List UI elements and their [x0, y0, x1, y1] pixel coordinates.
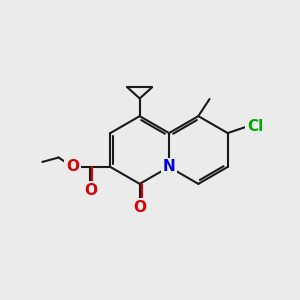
- Text: O: O: [84, 183, 97, 198]
- Text: Cl: Cl: [247, 119, 263, 134]
- Text: O: O: [133, 200, 146, 215]
- Text: O: O: [66, 159, 79, 174]
- Text: N: N: [163, 159, 176, 174]
